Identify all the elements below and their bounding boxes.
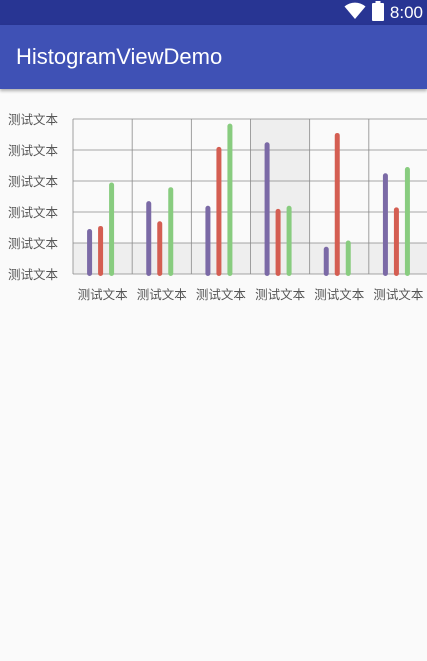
battery-icon xyxy=(371,0,384,25)
y-tick-label: 测试文本 xyxy=(8,143,59,158)
x-tick-label: 测试文本 xyxy=(314,287,365,302)
x-tick-label: 测试文本 xyxy=(137,287,188,302)
histogram-bar[interactable] xyxy=(98,225,104,276)
histogram-bar[interactable] xyxy=(205,205,211,276)
x-tick-label: 测试文本 xyxy=(196,287,247,302)
histogram-bar[interactable] xyxy=(264,142,270,276)
x-tick-label: 测试文本 xyxy=(255,287,306,302)
status-bar: 8:00 xyxy=(0,0,427,25)
histogram-bar[interactable] xyxy=(345,240,351,276)
y-tick-label: 测试文本 xyxy=(8,267,59,282)
histogram-bar[interactable] xyxy=(227,123,233,277)
histogram-bar[interactable] xyxy=(404,167,410,276)
histogram-bar[interactable] xyxy=(109,182,115,276)
status-icons: 8:00 xyxy=(344,0,423,25)
histogram-bar[interactable] xyxy=(146,201,152,276)
histogram-bar[interactable] xyxy=(216,146,222,276)
histogram-bar[interactable] xyxy=(157,221,163,276)
y-tick-label: 测试文本 xyxy=(8,174,59,189)
app-bar: HistogramViewDemo xyxy=(0,25,427,89)
status-time: 8:00 xyxy=(389,3,423,22)
histogram-bar[interactable] xyxy=(286,205,292,276)
y-tick-label: 测试文本 xyxy=(8,205,59,220)
histogram-bar[interactable] xyxy=(87,229,93,276)
x-tick-label: 测试文本 xyxy=(373,287,424,302)
wifi-icon xyxy=(344,2,366,24)
histogram-bar[interactable] xyxy=(275,208,281,276)
x-tick-label: 测试文本 xyxy=(78,287,129,302)
y-tick-label: 测试文本 xyxy=(8,112,59,127)
app-title: HistogramViewDemo xyxy=(16,44,223,69)
chart-bottom-band xyxy=(73,243,427,274)
histogram-bar[interactable] xyxy=(168,187,174,276)
y-tick-label: 测试文本 xyxy=(8,236,59,251)
histogram-bar[interactable] xyxy=(334,132,340,276)
histogram-bar[interactable] xyxy=(382,173,388,276)
histogram-bar[interactable] xyxy=(323,246,329,276)
histogram-bar[interactable] xyxy=(393,207,399,276)
histogram-view[interactable]: 测试文本 测试文本 测试文本 测试文本 测试文本 测试文本 测试文本 测试文本 测试文本 测试文… xyxy=(0,89,427,329)
